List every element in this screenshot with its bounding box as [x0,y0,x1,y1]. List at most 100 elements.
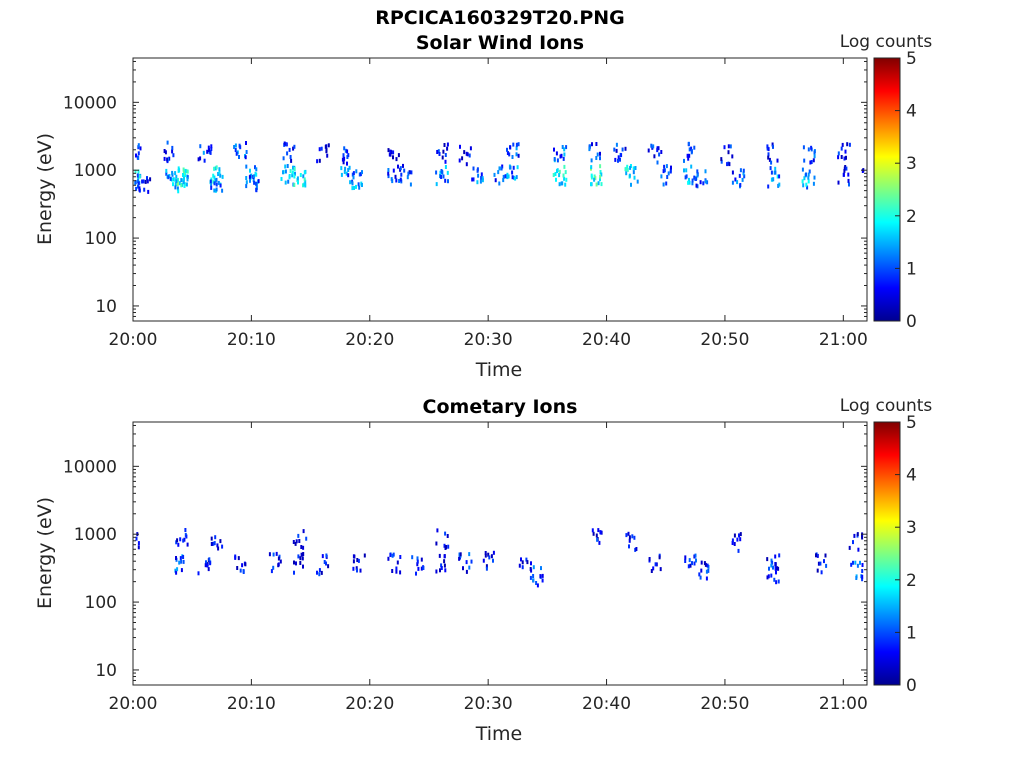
data-bin [244,562,247,567]
data-bin [617,155,620,160]
data-bin [656,148,659,153]
data-bin [446,142,449,147]
data-bin [138,187,141,192]
data-bin [284,180,287,185]
data-bin [168,156,171,161]
data-bin [166,157,169,162]
data-bin [700,568,703,573]
data-bin [291,173,294,178]
data-bin [277,563,280,568]
data-bin [777,566,780,571]
solar-wind-colorbar-ticks: 0 1 2 3 4 5 [895,49,917,332]
data-bin [210,144,213,149]
data-bin [357,182,360,187]
data-bin [552,173,555,177]
data-bin [512,175,515,180]
data-bin [438,553,441,558]
data-bin [342,160,345,165]
data-bin [304,179,307,184]
data-bin [282,170,284,175]
data-burst [458,144,472,167]
data-bin [731,170,734,175]
data-bin [289,155,292,159]
data-bin [481,176,484,181]
data-bin [465,151,468,156]
data-bin [536,583,539,588]
data-bin [694,553,697,558]
data-bin [244,155,247,160]
data-bin [658,152,661,157]
data-bin [555,177,557,182]
data-bin [541,573,544,578]
data-burst [282,141,296,163]
data-bin [420,566,423,571]
data-bin [142,179,145,184]
data-bin [694,176,697,181]
data-bin [213,541,216,546]
data-bin [506,147,508,152]
data-bin [134,180,137,185]
data-bin [517,142,520,147]
data-bin [736,180,739,185]
data-bin [705,569,708,574]
data-bin [731,154,734,159]
data-bin [733,542,736,546]
data-bin [444,568,447,573]
data-bin [249,178,251,183]
data-bin [469,146,472,151]
data-bin [702,181,705,186]
data-bin [807,147,810,152]
data-bin [242,569,245,573]
data-bin [180,559,183,564]
data-bin [468,552,471,557]
data-bin [446,534,449,538]
data-bin [595,142,598,146]
data-bin [696,173,699,178]
data-bin [770,177,773,182]
data-bin [175,174,178,179]
data-bin [736,537,739,542]
data-bin [207,567,210,572]
data-bin [443,143,446,147]
data-bin [854,560,857,565]
data-bin [352,554,355,559]
data-burst [648,553,662,573]
data-burst [135,143,142,160]
data-bin [665,181,668,186]
data-bin [625,171,628,176]
data-bin [776,174,779,179]
data-bin [484,553,487,558]
data-bin [687,156,690,161]
data-bin [436,528,439,533]
data-bin [180,178,183,183]
data-bin [245,180,248,185]
data-bin [146,179,149,184]
data-bin [245,150,248,154]
data-bin [219,539,222,544]
data-bin [411,555,414,560]
data-bin [494,178,497,183]
data-bin [509,145,512,150]
data-bin [440,566,443,570]
data-bin [236,150,239,155]
x-tick-label: 20:30 [464,330,513,350]
y-tick-label: 10000 [63,93,117,113]
data-bin [726,162,729,167]
data-bin [490,554,493,559]
data-bin [287,179,290,184]
data-bin [656,160,659,165]
data-bin [175,179,178,184]
data-burst [766,142,779,165]
data-bin [176,567,179,572]
data-bin [327,564,330,569]
data-bin [416,556,419,561]
data-bin [778,174,781,179]
data-bin [515,152,518,157]
data-bin [277,556,280,561]
data-bin [173,177,176,182]
data-bin [774,566,777,571]
data-bin [801,167,804,172]
data-bin [773,577,776,582]
data-bin [167,175,170,180]
data-bin [687,180,690,185]
